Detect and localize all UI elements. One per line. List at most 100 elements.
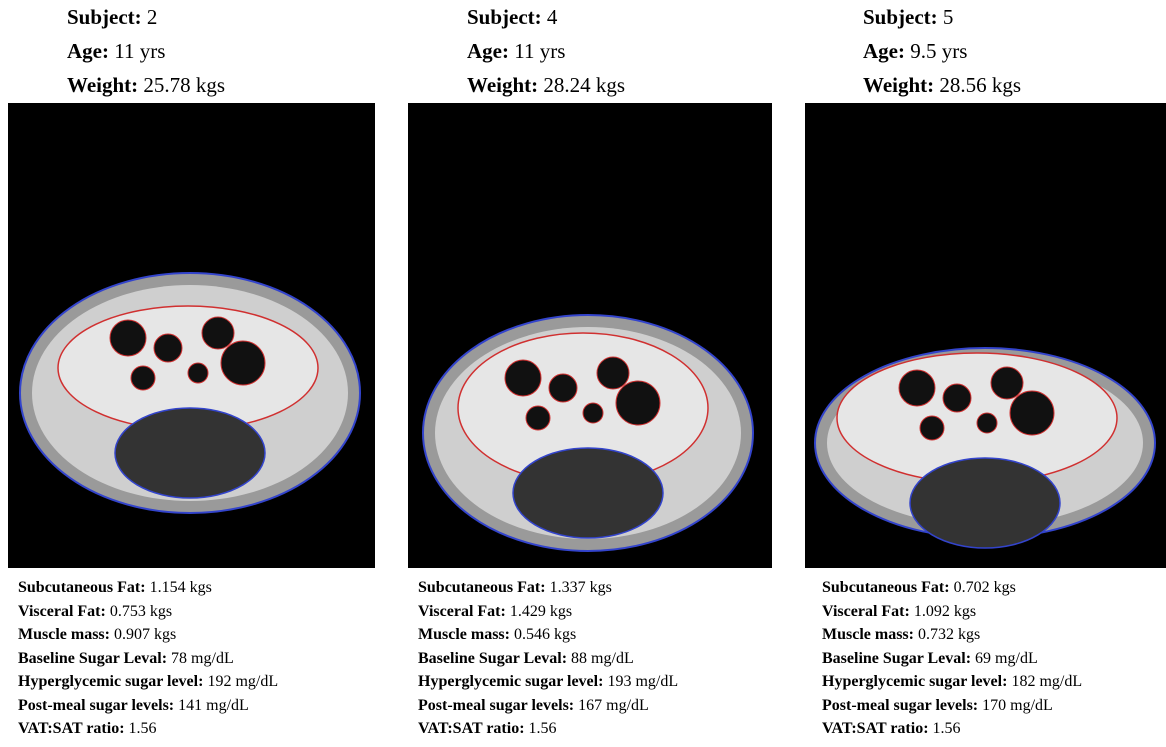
stat-value: 1.429 kgs: [510, 603, 572, 620]
stat-value: 0.907 kgs: [114, 626, 176, 643]
stat-value: 0.546 kgs: [514, 626, 576, 643]
header-label: Subject:: [863, 5, 938, 29]
stat-label: Hyperglycemic sugar level:: [418, 673, 603, 690]
bowel: [597, 357, 629, 389]
header-label: Weight:: [67, 73, 138, 97]
header-value: 11 yrs: [114, 39, 165, 63]
stat-label: Hyperglycemic sugar level:: [822, 673, 1007, 690]
header-label: Age:: [863, 39, 905, 63]
bowel: [616, 381, 660, 425]
header-line: Weight: 25.78 kgs: [67, 68, 225, 102]
header-value: 11 yrs: [514, 39, 565, 63]
bowel: [943, 384, 971, 412]
stat-label: Baseline Sugar Leval:: [18, 650, 167, 667]
stat-label: Muscle mass:: [418, 626, 510, 643]
header-label: Weight:: [467, 73, 538, 97]
bowel: [991, 367, 1023, 399]
figure: Subject: 2 Age: 11 yrs Weight: 25.78 kgs Su…: [0, 0, 1166, 747]
header-value: 28.56 kgs: [939, 73, 1021, 97]
stat-value: 192 mg/dL: [207, 673, 278, 690]
bowel: [583, 403, 603, 423]
stat-label: Post-meal sugar levels:: [418, 697, 574, 714]
stat-line: Subcutaneous Fat: 1.154 kgs: [18, 576, 278, 600]
header-value: 4: [547, 5, 558, 29]
stat-value: 1.092 kgs: [914, 603, 976, 620]
stat-label: VAT:SAT ratio:: [18, 720, 125, 737]
stat-label: Subcutaneous Fat:: [822, 579, 950, 596]
stat-line: VAT:SAT ratio: 1.56: [822, 717, 1082, 741]
header-value: 5: [943, 5, 954, 29]
stat-label: Visceral Fat:: [18, 603, 106, 620]
stat-value: 1.56: [529, 720, 557, 737]
stat-label: Subcutaneous Fat:: [418, 579, 546, 596]
stat-line: Muscle mass: 0.732 kgs: [822, 623, 1082, 647]
bowel: [920, 416, 944, 440]
spine-muscle: [513, 448, 663, 538]
stat-line: Baseline Sugar Leval: 69 mg/dL: [822, 647, 1082, 671]
mri-image: [805, 103, 1166, 568]
stat-line: Hyperglycemic sugar level: 193 mg/dL: [418, 670, 678, 694]
stat-line: Muscle mass: 0.546 kgs: [418, 623, 678, 647]
stat-line: Subcutaneous Fat: 1.337 kgs: [418, 576, 678, 600]
stat-value: 170 mg/dL: [982, 697, 1053, 714]
spine-muscle: [115, 408, 265, 498]
stat-line: Post-meal sugar levels: 167 mg/dL: [418, 694, 678, 718]
header-label: Age:: [467, 39, 509, 63]
spine-muscle: [910, 458, 1060, 548]
stat-label: Muscle mass:: [18, 626, 110, 643]
stat-value: 1.337 kgs: [550, 579, 612, 596]
bowel: [1010, 391, 1054, 435]
stat-value: 1.56: [129, 720, 157, 737]
stat-label: Hyperglycemic sugar level:: [18, 673, 203, 690]
stat-value: 0.702 kgs: [954, 579, 1016, 596]
header-line: Age: 9.5 yrs: [863, 34, 1021, 68]
stat-value: 167 mg/dL: [578, 697, 649, 714]
mri-image: [408, 103, 772, 568]
stat-line: Visceral Fat: 0.753 kgs: [18, 600, 278, 624]
stat-line: VAT:SAT ratio: 1.56: [18, 717, 278, 741]
stat-label: VAT:SAT ratio:: [822, 720, 929, 737]
stat-value: 1.56: [933, 720, 961, 737]
stat-line: Hyperglycemic sugar level: 192 mg/dL: [18, 670, 278, 694]
stat-line: Muscle mass: 0.907 kgs: [18, 623, 278, 647]
stat-line: Post-meal sugar levels: 141 mg/dL: [18, 694, 278, 718]
stat-value: 0.753 kgs: [110, 603, 172, 620]
stat-line: Visceral Fat: 1.092 kgs: [822, 600, 1082, 624]
stat-line: Visceral Fat: 1.429 kgs: [418, 600, 678, 624]
stat-label: Visceral Fat:: [822, 603, 910, 620]
bowel: [131, 366, 155, 390]
bowel: [505, 360, 541, 396]
stat-label: Baseline Sugar Leval:: [418, 650, 567, 667]
stat-value: 88 mg/dL: [571, 650, 634, 667]
stat-value: 193 mg/dL: [607, 673, 678, 690]
bowel: [221, 341, 265, 385]
stat-label: Post-meal sugar levels:: [822, 697, 978, 714]
header-label: Weight:: [863, 73, 934, 97]
stat-label: Baseline Sugar Leval:: [822, 650, 971, 667]
stat-line: Baseline Sugar Leval: 88 mg/dL: [418, 647, 678, 671]
bowel: [977, 413, 997, 433]
stat-value: 182 mg/dL: [1011, 673, 1082, 690]
header-value: 28.24 kgs: [543, 73, 625, 97]
stat-value: 0.732 kgs: [918, 626, 980, 643]
header-line: Age: 11 yrs: [467, 34, 625, 68]
stat-line: Post-meal sugar levels: 170 mg/dL: [822, 694, 1082, 718]
stat-label: VAT:SAT ratio:: [418, 720, 525, 737]
stat-label: Muscle mass:: [822, 626, 914, 643]
header-line: Subject: 4: [467, 0, 625, 34]
stat-value: 141 mg/dL: [178, 697, 249, 714]
stat-label: Subcutaneous Fat:: [18, 579, 146, 596]
bowel: [110, 320, 146, 356]
header-label: Subject:: [67, 5, 142, 29]
stat-line: Hyperglycemic sugar level: 182 mg/dL: [822, 670, 1082, 694]
header-value: 25.78 kgs: [143, 73, 225, 97]
header-line: Subject: 5: [863, 0, 1021, 34]
stat-label: Post-meal sugar levels:: [18, 697, 174, 714]
stat-line: Subcutaneous Fat: 0.702 kgs: [822, 576, 1082, 600]
mri-image: [8, 103, 375, 568]
header-value: 2: [147, 5, 158, 29]
bowel: [899, 370, 935, 406]
bowel: [202, 317, 234, 349]
